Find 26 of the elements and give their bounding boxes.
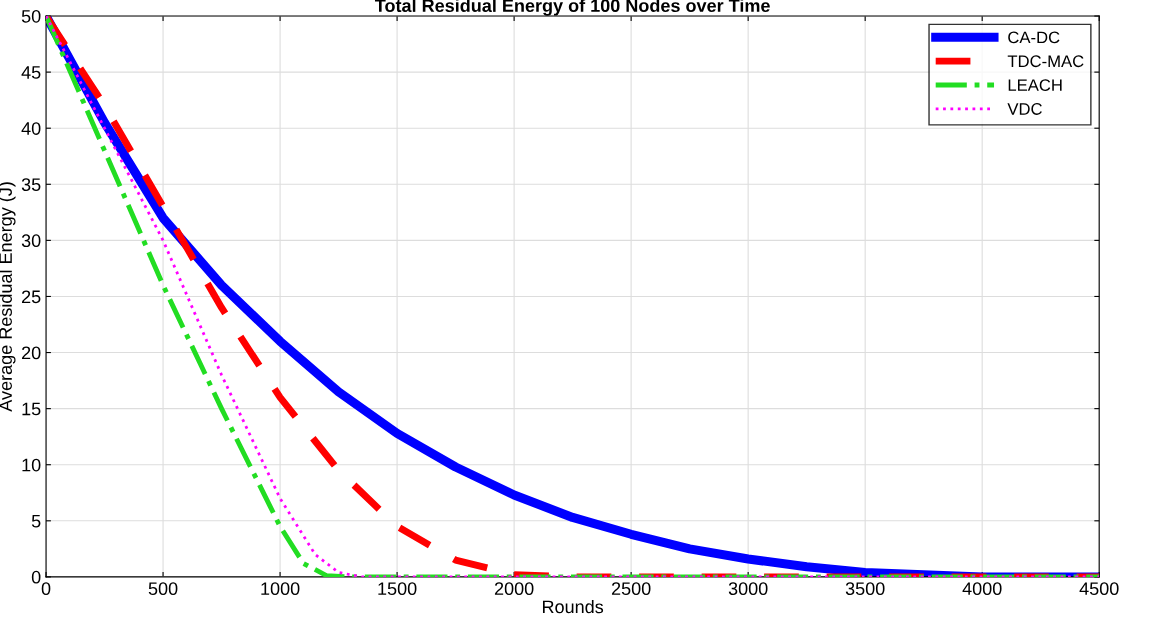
y-tick-label: 5 <box>31 514 41 528</box>
y-tick-label: 15 <box>22 402 41 416</box>
y-tick-label: 40 <box>21 122 41 135</box>
legend-label: VDC <box>1007 103 1042 115</box>
y-tick-label: 25 <box>22 290 41 304</box>
x-tick-label: 1000 <box>261 582 300 596</box>
x-tick-label: 0 <box>41 582 51 596</box>
y-tick-label: 45 <box>21 66 41 79</box>
x-axis-title: Rounds <box>542 599 604 614</box>
y-tick-label: 10 <box>22 458 41 472</box>
y-tick-label: 20 <box>22 346 41 360</box>
x-tick-label: 2500 <box>611 582 651 596</box>
x-tick-label: 3000 <box>728 582 768 596</box>
y-tick-label: 30 <box>21 234 41 248</box>
legend-label: LEACH <box>1008 79 1062 92</box>
legend-label: CA-DC <box>1008 31 1060 44</box>
x-tick-label: 500 <box>148 582 178 596</box>
y-tick-label: 0 <box>31 570 41 584</box>
x-tick-label: 4500 <box>1079 582 1119 596</box>
x-tick-label: 2000 <box>494 582 534 596</box>
y-tick-label: 35 <box>21 178 41 192</box>
legend-label: TDC-MAC <box>1007 55 1084 68</box>
x-tick-label: 3500 <box>845 582 885 596</box>
x-tick-label: 4000 <box>962 582 1002 596</box>
x-tick-label: 1500 <box>378 582 417 596</box>
y-tick-label: 50 <box>21 9 41 23</box>
